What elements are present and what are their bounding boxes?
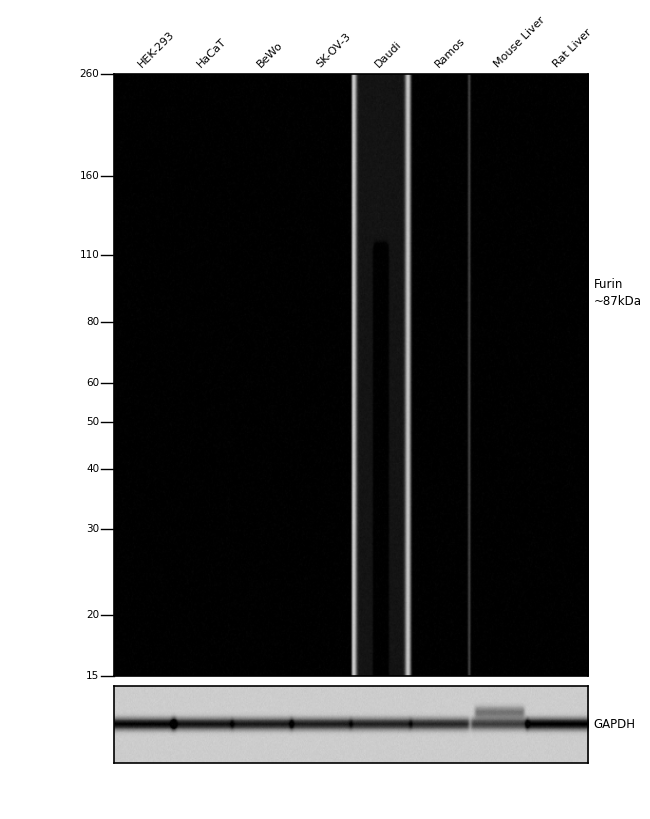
Text: BeWo: BeWo	[255, 40, 285, 70]
Text: Ramos: Ramos	[433, 36, 467, 70]
Text: 30: 30	[86, 524, 99, 535]
Text: 160: 160	[80, 171, 99, 181]
Text: ~87kDa: ~87kDa	[593, 295, 642, 308]
Text: 50: 50	[86, 417, 99, 427]
Text: 20: 20	[86, 610, 99, 620]
Text: 15: 15	[86, 671, 99, 681]
Text: Mouse Liver: Mouse Liver	[492, 15, 547, 70]
Text: Daudi: Daudi	[374, 39, 404, 70]
Text: HaCaT: HaCaT	[196, 37, 229, 70]
Text: GAPDH: GAPDH	[593, 718, 636, 731]
Text: 80: 80	[86, 318, 99, 328]
Text: 60: 60	[86, 378, 99, 388]
Text: HEK-293: HEK-293	[136, 29, 176, 70]
Text: SK-OV-3: SK-OV-3	[314, 31, 352, 70]
Text: Rat Liver: Rat Liver	[551, 27, 593, 70]
Text: Furin: Furin	[593, 278, 623, 292]
Text: 260: 260	[80, 69, 99, 79]
Text: 40: 40	[86, 464, 99, 473]
Text: 110: 110	[80, 251, 99, 260]
